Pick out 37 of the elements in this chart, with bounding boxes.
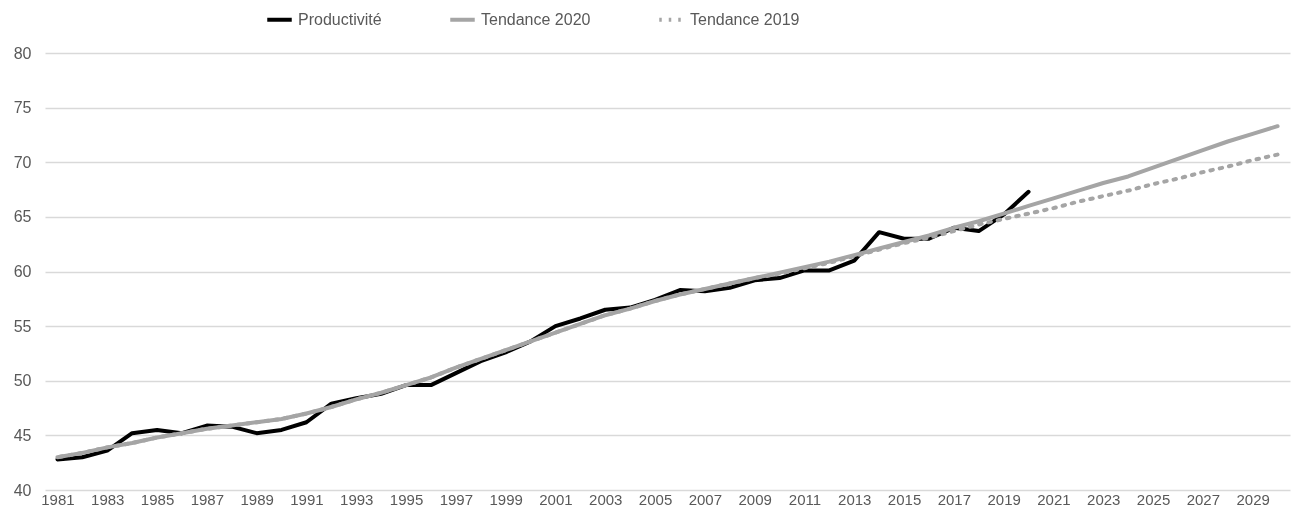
x-tick-label: 2017 [937,490,972,508]
x-tick-label: 1997 [439,490,474,508]
legend-label: Tendance 2019 [690,10,800,28]
y-tick-label: 45 [13,426,32,444]
y-tick-label: 60 [13,263,32,280]
x-tick-label: 1985 [140,490,175,508]
x-tick-label: 2011 [788,490,822,508]
x-tick-label: 2003 [589,490,623,508]
legend-label: Productivité [298,10,382,28]
x-tick-label: 2015 [887,490,922,508]
x-tick-label: 1981 [41,490,75,508]
x-tick-label: 2029 [1236,490,1270,508]
x-tick-label: 2009 [738,490,772,508]
y-tick-label: 50 [13,372,32,390]
x-tick-label: 1995 [389,490,424,508]
x-tick-label: 2001 [539,490,573,508]
x-tick-label: 1989 [240,490,274,508]
y-tick-label: 55 [13,317,32,335]
y-tick-label: 65 [13,208,32,226]
y-tick-label: 75 [13,99,32,117]
legend-label: Tendance 2020 [481,10,591,28]
x-tick-label: 2019 [987,490,1021,508]
x-tick-label: 2007 [688,490,723,508]
x-tick-label: 1987 [190,490,225,508]
y-tick-label: 80 [13,44,32,62]
x-tick-label: 1991 [290,490,324,508]
x-tick-label: 2013 [838,490,872,508]
x-tick-label: 1993 [340,490,374,508]
y-tick-label: 40 [13,481,32,499]
x-tick-label: 2021 [1037,490,1071,508]
x-tick-label: 2023 [1087,490,1121,508]
x-tick-label: 1983 [91,490,125,508]
x-tick-label: 1999 [489,490,523,508]
x-tick-label: 2027 [1186,490,1221,508]
x-tick-label: 2025 [1136,490,1171,508]
y-tick-label: 70 [13,153,32,171]
x-tick-label: 2005 [638,490,673,508]
